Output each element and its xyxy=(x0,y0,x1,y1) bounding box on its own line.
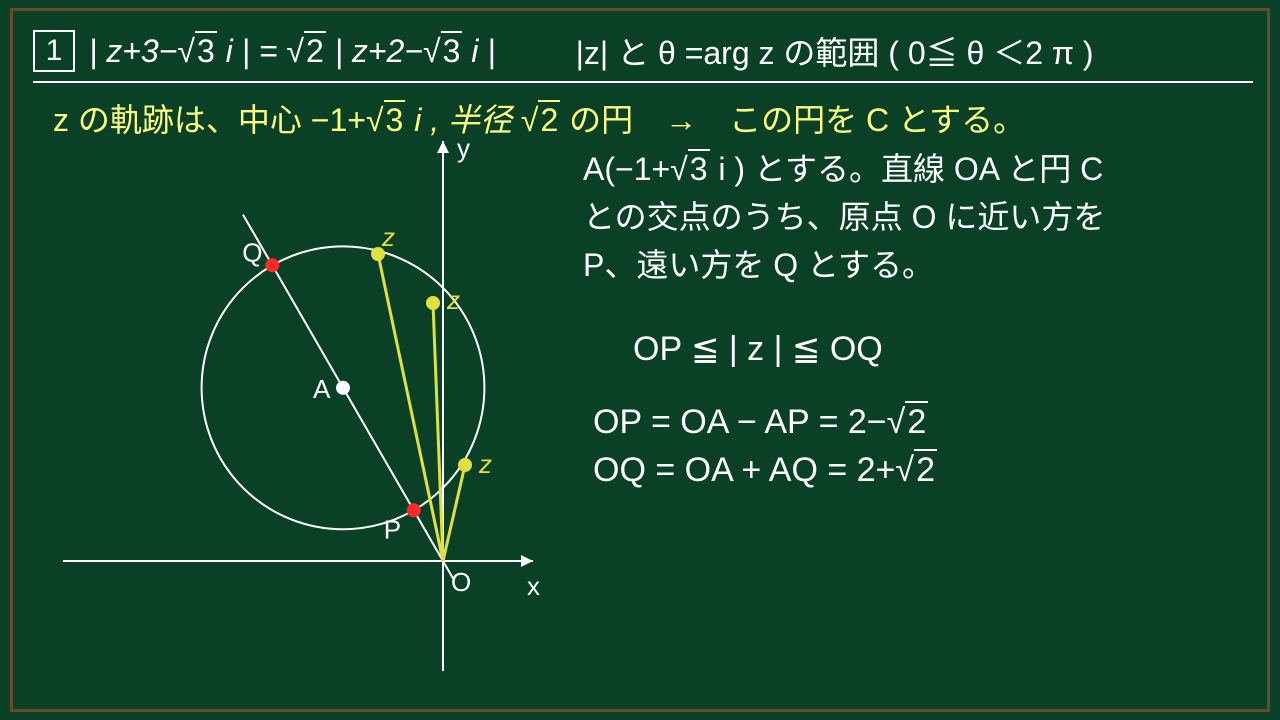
complex-plane-diagram: Ox y A P Qz z z xyxy=(43,131,563,691)
problem-number: 1 xyxy=(33,30,75,72)
problem-header: 1 | z+3−3 i | = 2 | z+2−3 i | |z| と θ =a… xyxy=(33,23,1253,79)
svg-text:z: z xyxy=(478,449,492,479)
inequality: OP ≦ | z | ≦ OQ xyxy=(633,329,883,369)
calculations: OP = OA − AP = 2−2 OQ = OA + AQ = 2+2 xyxy=(593,399,937,494)
explanation: A(−1+3 i ) とする。直線 OA と円 C との交点のうち、原点 O に… xyxy=(583,145,1253,289)
svg-text:z: z xyxy=(446,285,460,315)
header-rule xyxy=(33,81,1253,83)
svg-text:A: A xyxy=(313,374,331,404)
chalkboard: 1 | z+3−3 i | = 2 | z+2−3 i | |z| と θ =a… xyxy=(10,8,1270,712)
svg-text:O: O xyxy=(451,567,471,597)
prompt-text: |z| と θ =arg z の範囲 ( 0≦ θ ＜2 π ) xyxy=(576,28,1094,74)
svg-text:Q: Q xyxy=(242,237,262,267)
svg-text:x: x xyxy=(527,571,540,601)
equation-text: | z+3−3 i | = 2 | z+2−3 i | xyxy=(89,33,496,70)
svg-text:z: z xyxy=(381,222,395,252)
svg-text:P: P xyxy=(384,514,401,544)
svg-text:y: y xyxy=(457,133,470,163)
